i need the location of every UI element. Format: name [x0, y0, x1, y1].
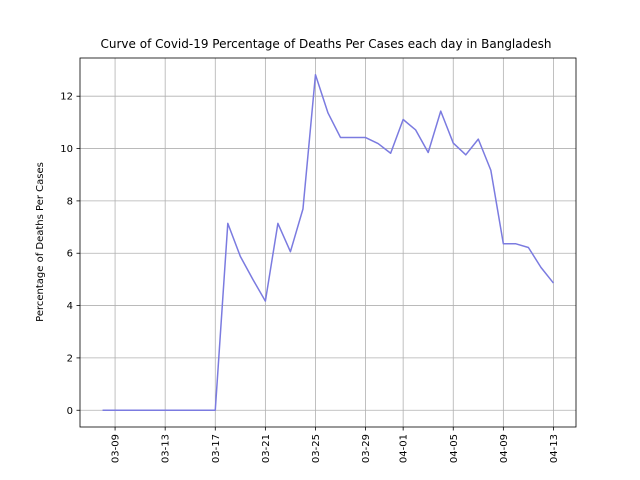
x-tick-label: 03-17 [211, 434, 222, 463]
y-tick-label: 8 [67, 196, 73, 207]
series-lines [102, 74, 555, 411]
x-tick-label: 03-29 [361, 434, 372, 463]
x-tick-label: 03-25 [311, 434, 322, 463]
y-axis-title: Percentage of Deaths Per Cases [35, 162, 46, 322]
x-tick-label: 03-21 [261, 434, 272, 463]
x-tick-label: 04-01 [399, 434, 410, 463]
x-tick-label: 04-05 [449, 434, 460, 463]
x-tick-label: 03-09 [111, 434, 122, 463]
y-tick-label: 0 [67, 406, 73, 417]
y-tick-label: 4 [67, 301, 73, 312]
y-tick-label: 6 [67, 249, 73, 260]
series-line [102, 74, 555, 411]
chart-title: Curve of Covid-19 Percentage of Deaths P… [101, 37, 552, 51]
x-tick-label: 04-13 [549, 434, 560, 463]
y-tick-label: 12 [60, 92, 73, 103]
plot-frame [79, 57, 577, 428]
y-tick-label: 10 [60, 144, 73, 155]
axis-ticks: 03-09 03-13 03-17 03-21 03-25 03-29 04-01 04-05… [60, 92, 560, 463]
x-tick-label: 03-13 [161, 434, 172, 463]
x-tick-label: 04-09 [499, 434, 510, 463]
y-tick-label: 2 [67, 353, 73, 364]
